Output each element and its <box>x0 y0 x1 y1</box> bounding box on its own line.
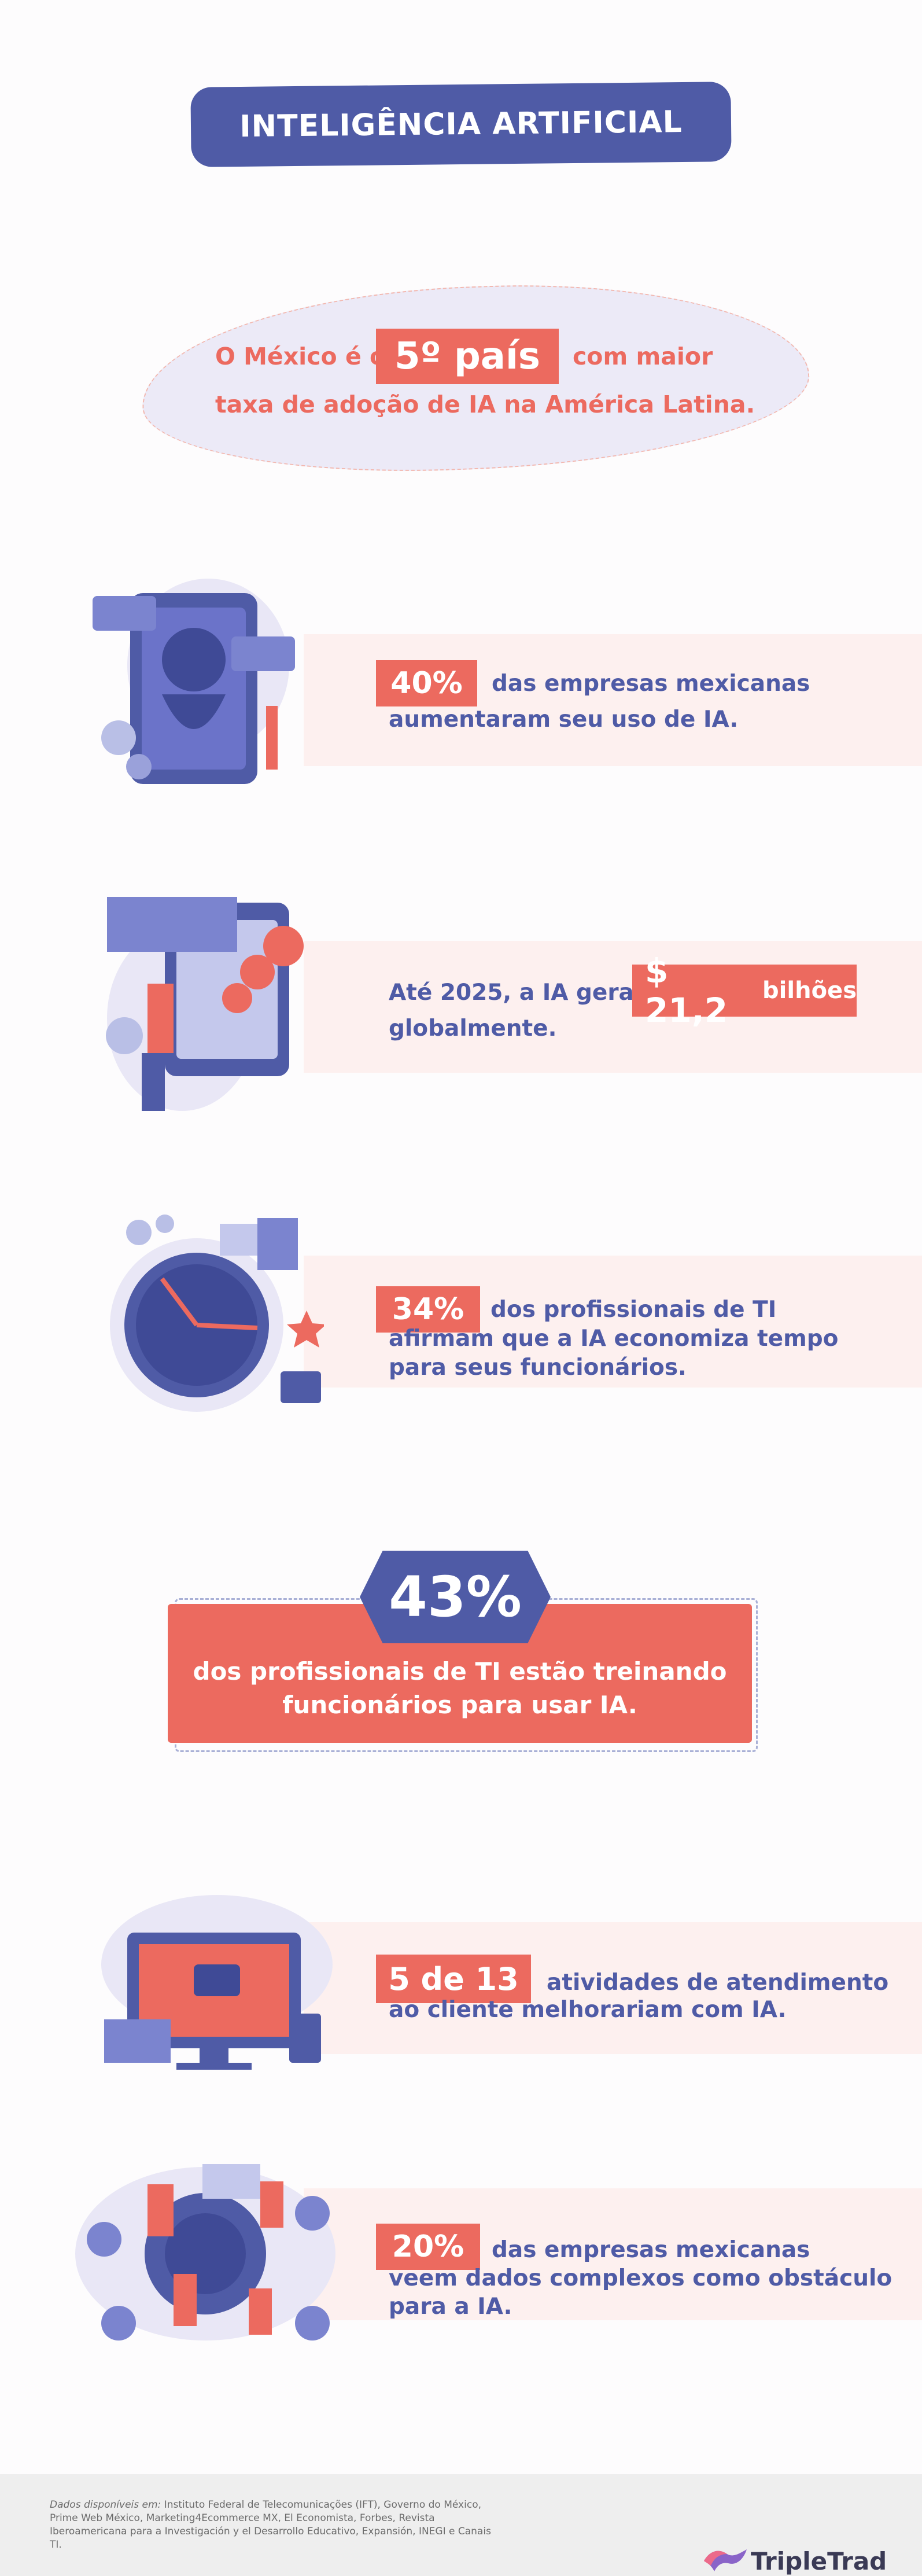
stat-3-line2: afirmam que a IA economiza tempo <box>389 1326 839 1352</box>
stat-5-line2: veem dados complexos como obstáculo <box>389 2265 893 2291</box>
stat-2-prefix: Até 2025, a IA gerará <box>389 980 661 1006</box>
stat-4-line1: atividades de atendimento <box>547 1970 889 1996</box>
stat-3-line3: para seus funcionários. <box>389 1355 687 1381</box>
sources-text: Dados disponíveis em: Instituto Federal … <box>50 2498 501 2552</box>
stat-2-amount: $ 21,2 <box>645 951 728 1030</box>
stat-3-badge: 34% <box>376 1286 480 1333</box>
rank-suffix: com maior <box>573 343 713 370</box>
rank-highlight-badge: 5º país <box>376 329 559 384</box>
rank-line2: taxa de adoção de IA na América Latina. <box>215 391 755 418</box>
callout-value: 43% <box>360 1551 551 1643</box>
stat-5-badge: 20% <box>376 2224 480 2270</box>
stat-2-line2: globalmente. <box>389 1015 557 1042</box>
footer <box>0 2474 922 2576</box>
clock-illustration <box>110 1215 324 1412</box>
stat-1-line1: das empresas mexicanas <box>492 671 810 697</box>
stat-5-line1: das empresas mexicanas <box>492 2237 810 2263</box>
brand-logo-icon <box>704 2549 747 2571</box>
stat-2-unit: bilhões <box>762 977 857 1004</box>
callout-line1: dos profissionais de TI estão treinando <box>193 1657 727 1686</box>
stat-4-line2: ao cliente melhorariam com IA. <box>389 1997 787 2023</box>
stat-1-badge: 40% <box>376 660 477 706</box>
sources-list: Instituto Federal de Telecomunicações (I… <box>50 2499 491 2551</box>
data-analysis-illustration <box>75 2164 335 2341</box>
callout-text: dos profissionais de TI estão treinando … <box>168 1655 752 1722</box>
page-title: INTELIGÊNCIA ARTIFICIAL <box>190 82 732 167</box>
robot-illustration <box>93 579 295 784</box>
stat-3-line1: dos profissionais de TI <box>490 1297 777 1323</box>
stat-5-line3: para a IA. <box>389 2294 512 2320</box>
callout-line2: funcionários para usar IA. <box>282 1691 637 1719</box>
stat-2-badge: $ 21,2 bilhões <box>632 951 857 1030</box>
revenue-illustration <box>106 897 304 1111</box>
customer-service-illustration <box>101 1895 333 2070</box>
rank-prefix: O México é o <box>215 343 386 370</box>
brand-name: TripleTrad <box>751 2547 887 2575</box>
stat-4-badge: 5 de 13 <box>376 1955 531 2003</box>
sources-label: Dados disponíveis em: <box>50 2499 161 2511</box>
stat-1-line2: aumentaram seu uso de IA. <box>389 706 739 733</box>
